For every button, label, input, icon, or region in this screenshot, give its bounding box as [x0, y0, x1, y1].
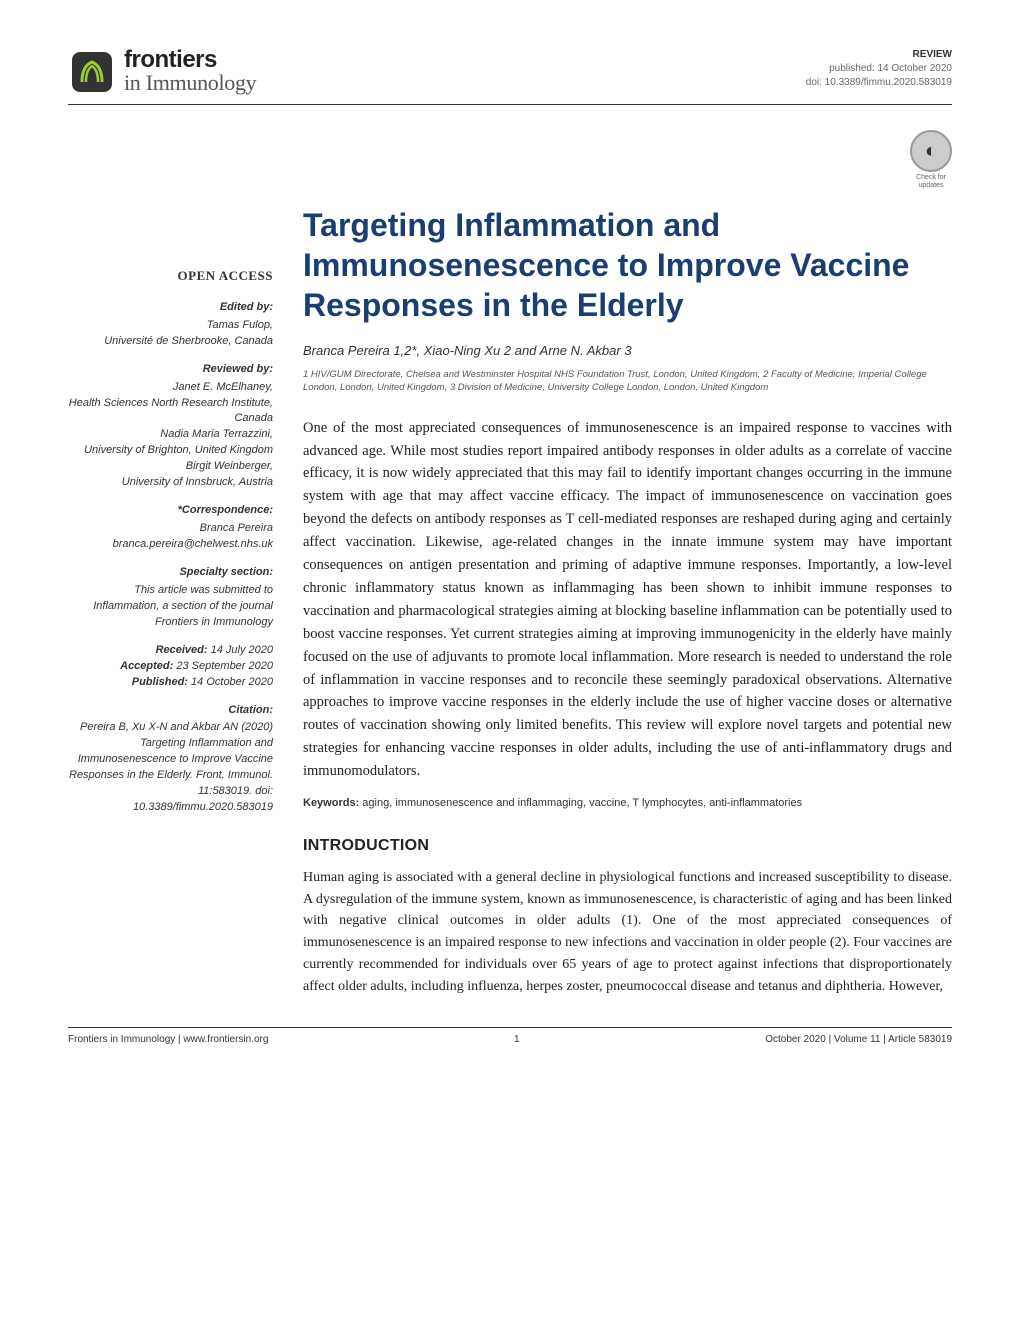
crossmark-icon: ◐	[925, 140, 937, 163]
reviewer2-name: Nadia Maria Terrazzini,	[68, 427, 273, 443]
article-type: REVIEW	[806, 48, 952, 62]
footer-left[interactable]: Frontiers in Immunology | www.frontiersi…	[68, 1034, 268, 1045]
article-title: Targeting Inflammation and Immunosenesce…	[303, 205, 952, 325]
citation-label: Citation:	[68, 703, 273, 719]
logo-text-top: frontiers	[124, 48, 256, 72]
badge-label-2: updates	[910, 182, 952, 190]
article-sidebar: OPEN ACCESS Edited by: Tamas Fulop, Univ…	[68, 205, 273, 997]
keywords-line: Keywords: aging, immunosenescence and in…	[303, 797, 952, 809]
footer-right: October 2020 | Volume 11 | Article 58301…	[765, 1034, 952, 1045]
affiliations: 1 HIV/GUM Directorate, Chelsea and Westm…	[303, 368, 952, 395]
reviewer1-name: Janet E. McElhaney,	[68, 380, 273, 396]
specialty-text: This article was submitted to Inflammati…	[68, 583, 273, 631]
open-access-label: OPEN ACCESS	[68, 267, 273, 286]
main-content: Targeting Inflammation and Immunosenesce…	[303, 205, 952, 997]
crossmark-badge[interactable]: ◐ Check for updates	[910, 130, 952, 189]
published-date: 14 October 2020	[188, 676, 273, 688]
introduction-heading: INTRODUCTION	[303, 837, 952, 855]
editor-affil: Université de Sherbrooke, Canada	[68, 334, 273, 350]
editor-name: Tamas Fulop,	[68, 318, 273, 334]
edited-by-label: Edited by:	[68, 300, 273, 316]
introduction-text: Human aging is associated with a general…	[303, 867, 952, 997]
citation-text: Pereira B, Xu X-N and Akbar AN (2020) Ta…	[68, 720, 273, 816]
specialty-label: Specialty section:	[68, 565, 273, 581]
received-label: Received:	[156, 644, 208, 656]
keywords-text: aging, immunosenescence and inflammaging…	[359, 797, 802, 809]
keywords-label: Keywords:	[303, 797, 359, 809]
accepted-date: 23 September 2020	[173, 660, 273, 672]
abstract-text: One of the most appreciated consequences…	[303, 417, 952, 784]
reviewer3-affil: University of Innsbruck, Austria	[68, 475, 273, 491]
reviewed-by-label: Reviewed by:	[68, 362, 273, 378]
journal-logo: frontiers in Immunology	[68, 48, 256, 96]
reviewer2-affil: University of Brighton, United Kingdom	[68, 443, 273, 459]
corr-name: Branca Pereira	[68, 521, 273, 537]
logo-text-bottom: in Immunology	[124, 72, 256, 94]
publish-date: published: 14 October 2020	[806, 62, 952, 76]
author-list: Branca Pereira 1,2*, Xiao-Ning Xu 2 and …	[303, 343, 952, 358]
reviewer3-name: Birgit Weinberger,	[68, 459, 273, 475]
page-header: frontiers in Immunology REVIEW published…	[68, 48, 952, 105]
reviewer1-affil: Health Sciences North Research Institute…	[68, 396, 273, 428]
corr-email[interactable]: branca.pereira@chelwest.nhs.uk	[68, 537, 273, 553]
published-label: Published:	[132, 676, 188, 688]
page-footer: Frontiers in Immunology | www.frontiersi…	[68, 1027, 952, 1045]
correspondence-label: *Correspondence:	[68, 503, 273, 519]
received-date: 14 July 2020	[208, 644, 273, 656]
accepted-label: Accepted:	[120, 660, 173, 672]
doi-link[interactable]: doi: 10.3389/fimmu.2020.583019	[806, 76, 952, 90]
frontiers-logo-icon	[68, 48, 116, 96]
footer-page-number: 1	[514, 1034, 520, 1045]
badge-label-1: Check for	[910, 174, 952, 182]
publication-meta: REVIEW published: 14 October 2020 doi: 1…	[806, 48, 952, 90]
